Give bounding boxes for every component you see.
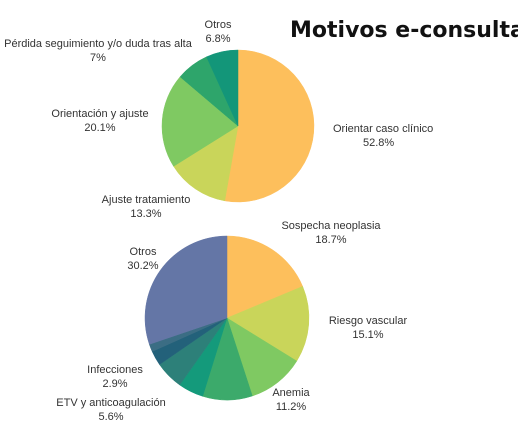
pie-2-slice-riesgo-vascular <box>226 286 310 362</box>
pie-1-value-ajuste-tratamiento: 13.3% <box>130 208 161 220</box>
pie-2-value-riesgo-vascular: 15.1% <box>352 329 383 341</box>
pie-1-slice-orientacion-y-ajuste <box>161 76 239 167</box>
pie-2-label-sospecha-neoplasia: Sospecha neoplasia <box>281 220 381 232</box>
pie-2-slice-sospecha-neoplasia <box>226 235 303 319</box>
pie-2-value-sospecha-neoplasia: 18.7% <box>315 234 346 246</box>
pie-2-label-anemia: Anemia <box>272 387 310 399</box>
pie-1-slice-otros <box>206 49 239 127</box>
pie-2-value-anemia: 11.2% <box>276 401 307 413</box>
pie-1-value-perdida-seguimiento-y-o-duda-tras-alta: 7% <box>90 52 106 64</box>
pie-2-slice-otros <box>144 235 228 345</box>
pie-1-label-ajuste-tratamiento: Ajuste tratamiento <box>102 194 191 206</box>
page-title: Motivos e-consulta <box>290 18 518 43</box>
pie-2-label-riesgo-vascular: Riesgo vascular <box>329 315 408 327</box>
pie-1: Orientar caso clínico 52.8% Ajuste tratami… <box>4 19 433 220</box>
pie-2-value-infecciones: 2.9% <box>102 378 127 390</box>
pie-1-value-orientar-caso-clinico: 52.8% <box>363 137 394 149</box>
pie-2-label-etv-y-anticoagulacion: ETV y anticoagulación <box>56 397 165 409</box>
pie-2-value-otros: 30.2% <box>127 260 158 272</box>
pie-1-label-orientar-caso-clinico: Orientar caso clínico <box>333 123 433 135</box>
pie-1-label-orientacion-y-ajuste: Orientación y ajuste <box>51 108 148 120</box>
pie-1-slice-orientar-caso-clinico <box>224 49 315 203</box>
pie-1-label-otros: Otros <box>205 19 232 31</box>
pie-2-label-otros: Otros <box>130 246 157 258</box>
pie-1-value-otros: 6.8% <box>205 33 230 45</box>
pie-1-label-perdida-seguimiento-y-o-duda-tras-alta: Pérdida seguimiento y/o duda tras alta <box>4 38 193 50</box>
pie-1-slice-ajuste-tratamiento <box>173 125 239 202</box>
pie-1-value-orientacion-y-ajuste: 20.1% <box>84 122 115 134</box>
pie-2-label-infecciones: Infecciones <box>87 364 143 376</box>
pie-2: Sospecha neoplasia 18.7% Riesgo vascular 15… <box>56 220 407 423</box>
pie-2-value-etv-y-anticoagulacion: 5.6% <box>98 411 123 423</box>
